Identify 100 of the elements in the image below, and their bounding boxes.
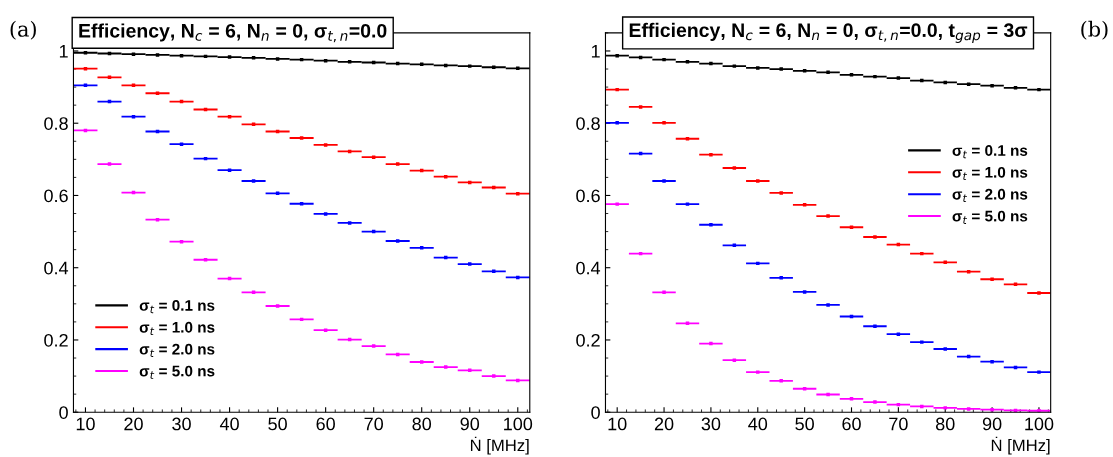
point bbox=[802, 69, 807, 73]
x-tick-label: 40 bbox=[219, 417, 239, 431]
point bbox=[732, 358, 737, 362]
x-tick-label: 100 bbox=[1025, 417, 1054, 431]
point bbox=[920, 340, 924, 344]
point bbox=[1013, 86, 1018, 90]
point bbox=[299, 136, 304, 140]
legend-label: σ$_{t}$ = 5.0 ns bbox=[139, 365, 215, 379]
point bbox=[419, 246, 424, 250]
y-tick-label: 0.2 bbox=[576, 333, 600, 347]
point bbox=[685, 202, 690, 206]
point bbox=[347, 221, 352, 225]
point bbox=[395, 162, 400, 166]
point bbox=[107, 162, 112, 166]
point bbox=[990, 359, 994, 364]
x-tick-label: 10 bbox=[76, 417, 95, 431]
point bbox=[323, 143, 328, 147]
x-tick-label: 20 bbox=[654, 417, 674, 431]
x-tick-label: 50 bbox=[268, 417, 287, 431]
point bbox=[873, 400, 877, 404]
point bbox=[826, 392, 830, 397]
legend-label: σ$_{t}$ = 5.0 ns bbox=[952, 210, 1028, 224]
point bbox=[155, 53, 160, 57]
x-tick-label: 50 bbox=[795, 417, 814, 431]
point bbox=[873, 235, 877, 239]
point bbox=[275, 304, 280, 308]
point bbox=[943, 347, 947, 351]
y-tick-label: 0.8 bbox=[44, 117, 68, 130]
x-tick-label: 40 bbox=[748, 417, 768, 431]
y-tick-label: 0 bbox=[591, 406, 600, 419]
y-tick-label: 1 bbox=[591, 45, 600, 58]
point bbox=[920, 251, 924, 256]
point bbox=[662, 57, 666, 62]
point bbox=[492, 374, 496, 378]
point bbox=[779, 379, 783, 383]
point bbox=[131, 52, 136, 56]
point bbox=[251, 56, 256, 60]
point bbox=[662, 121, 666, 125]
x-tick-label: 90 bbox=[460, 417, 480, 431]
point bbox=[990, 277, 994, 282]
legend-label: σ$_{t}$ = 0.1 ns bbox=[952, 145, 1028, 159]
y-tick-label: 0.4 bbox=[576, 261, 601, 275]
point bbox=[83, 51, 88, 55]
point bbox=[709, 61, 713, 66]
point bbox=[920, 404, 924, 409]
x-tick-label: 30 bbox=[701, 417, 721, 431]
point bbox=[709, 222, 713, 227]
x-tick-label: 100 bbox=[504, 417, 533, 431]
legend-label: σ$_{t}$ = 1.0 ns bbox=[139, 321, 215, 336]
x-tick-label: 70 bbox=[364, 417, 384, 431]
point bbox=[443, 365, 448, 369]
x-tick-label: 60 bbox=[316, 417, 335, 431]
point bbox=[419, 360, 424, 364]
point bbox=[203, 258, 208, 262]
point bbox=[155, 91, 160, 95]
point bbox=[849, 73, 854, 77]
x-tick-label: 80 bbox=[412, 417, 432, 431]
x-tick-label: 70 bbox=[889, 417, 908, 431]
x-axis-title: Ṅ [MHz] bbox=[991, 436, 1050, 455]
point bbox=[615, 53, 619, 58]
point bbox=[873, 324, 877, 328]
point bbox=[299, 202, 304, 206]
point bbox=[896, 76, 901, 80]
point bbox=[227, 168, 232, 172]
point bbox=[779, 191, 783, 195]
legend-label: σ$_{t}$ = 0.1 ns bbox=[139, 299, 215, 314]
point bbox=[966, 407, 971, 411]
y-tick-label: 0.4 bbox=[44, 261, 69, 275]
point bbox=[251, 179, 256, 183]
point bbox=[516, 66, 520, 71]
point bbox=[371, 155, 376, 159]
point bbox=[896, 332, 901, 336]
x-tick-label: 30 bbox=[172, 417, 191, 431]
point bbox=[709, 341, 713, 346]
text: (a) bbox=[10, 20, 36, 40]
point bbox=[323, 212, 328, 216]
point bbox=[920, 78, 924, 83]
point bbox=[685, 60, 690, 64]
point bbox=[1037, 370, 1041, 374]
y-tick-label: 0.8 bbox=[576, 117, 600, 130]
y-tick-label: 0.2 bbox=[44, 333, 68, 347]
point bbox=[826, 303, 830, 307]
point bbox=[516, 275, 520, 280]
x-tick-label: 10 bbox=[608, 417, 627, 431]
point bbox=[275, 57, 280, 61]
y-tick-label: 1 bbox=[59, 45, 68, 58]
x-tick-label: 20 bbox=[124, 417, 143, 431]
point bbox=[395, 239, 400, 243]
x-axis-title: Ṅ [MHz] bbox=[470, 436, 529, 455]
point bbox=[615, 121, 619, 125]
point bbox=[615, 202, 619, 206]
y-tick-label: 0.6 bbox=[44, 189, 68, 203]
point bbox=[756, 261, 760, 266]
point bbox=[516, 378, 520, 383]
point bbox=[756, 66, 760, 70]
legend-label: σ$_{t}$ = 2.0 ns bbox=[952, 188, 1028, 202]
point bbox=[468, 262, 472, 266]
point bbox=[943, 260, 947, 265]
x-tick-label: 90 bbox=[982, 417, 1002, 431]
legend-label: σ$_{t}$ = 1.0 ns bbox=[952, 166, 1028, 181]
